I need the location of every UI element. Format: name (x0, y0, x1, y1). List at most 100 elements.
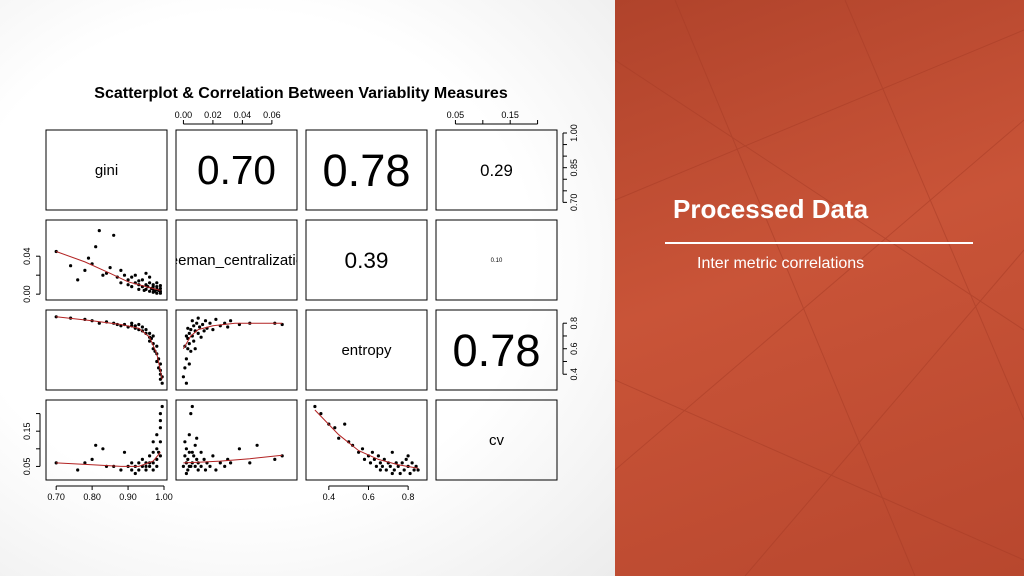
scatter-point (155, 457, 159, 461)
scatter-point (144, 464, 148, 468)
scatter-point (94, 443, 98, 447)
diagonal-label-freeman_centralization: freeman_centralization (161, 252, 313, 269)
scatter-point (101, 447, 105, 451)
scatter-point (376, 454, 380, 458)
scatter-point (384, 468, 388, 472)
scatter-point (137, 279, 141, 283)
scatter-point (137, 322, 141, 327)
scatter-point (148, 454, 152, 458)
scatter-point (378, 468, 382, 472)
scatter-point (186, 347, 190, 351)
scatter-point (133, 324, 137, 328)
scatter-point (97, 321, 101, 325)
panel-frame (175, 399, 298, 481)
scatter-point (126, 278, 130, 282)
panel-frame (435, 399, 558, 481)
scatter-point (196, 468, 200, 472)
panel-frame (175, 309, 298, 391)
tick-label: 0.70 (47, 492, 65, 502)
scatter-point (208, 464, 212, 468)
scatter-point (130, 468, 134, 472)
tick-label: 0.8 (569, 317, 579, 330)
tick-label: 0.04 (234, 110, 252, 120)
smooth-line (56, 451, 161, 467)
scatter-point (158, 377, 162, 381)
tick-label: 0.02 (204, 110, 222, 120)
scatter-point (189, 349, 193, 353)
scatter-point (189, 328, 193, 332)
scatter-point (151, 468, 155, 472)
scatter-point (112, 233, 116, 237)
scatter-point (198, 325, 202, 329)
panel-frame (435, 129, 558, 211)
scatter-point (151, 450, 155, 454)
scatter-point (201, 322, 205, 327)
scatter-point (186, 468, 190, 472)
panel-frame (175, 129, 298, 211)
scatter-point (148, 275, 152, 279)
scatter-point (226, 325, 230, 329)
scatter-point (148, 331, 152, 335)
scatter-point (273, 457, 277, 461)
diagonal-label-gini: gini (95, 162, 118, 179)
scatter-point (190, 450, 194, 454)
scatter-point (184, 357, 188, 361)
scatter-point (382, 457, 386, 461)
scatter-point (119, 468, 123, 472)
tick-label: 0.4 (569, 368, 579, 381)
scatter-point (184, 381, 188, 385)
scatter-point (360, 447, 365, 451)
panel-frame (305, 219, 428, 301)
tick-label: 0.15 (22, 422, 32, 440)
tick-label: 0.70 (569, 194, 579, 212)
scatter-point (184, 471, 188, 476)
correlation-value: 0.70 (197, 147, 276, 193)
scatter-point (187, 433, 191, 437)
scatter-point (155, 285, 159, 289)
panel-frame (45, 219, 168, 301)
scatter-point (133, 471, 137, 476)
scatter-point (151, 334, 155, 338)
scatter-point (137, 287, 141, 291)
scatter-point (195, 457, 199, 461)
scatter-point (140, 457, 144, 461)
scatter-point (218, 461, 222, 465)
scatter-point (130, 321, 134, 325)
scatter-point (148, 289, 152, 293)
scatter-point (313, 404, 317, 409)
scatter-point (140, 278, 144, 282)
tick-label: 0.4 (323, 492, 336, 502)
scatter-point (203, 319, 208, 323)
scatter-point (130, 461, 134, 465)
tick-label: 0.85 (569, 159, 579, 177)
scatter-point (202, 329, 206, 333)
scatter-point (392, 468, 396, 472)
scatter-point (142, 288, 146, 292)
scatter-point (187, 464, 191, 468)
diagonal-label-entropy: entropy (341, 342, 392, 359)
scatter-point (214, 468, 218, 472)
scatter-point (380, 464, 384, 468)
correlation-value: 0.78 (453, 325, 541, 376)
scatter-point (94, 245, 98, 249)
tick-label: 0.6 (569, 342, 579, 355)
scatter-point (158, 419, 162, 423)
panel-frame (45, 129, 168, 211)
scatter-point (388, 464, 392, 468)
scatter-point (237, 447, 241, 451)
scatter-point (203, 468, 208, 472)
scatter-point (390, 450, 394, 454)
smooth-line (314, 409, 419, 469)
scatter-point (398, 471, 402, 476)
scatter-point (372, 457, 376, 461)
scatter-point (153, 289, 157, 293)
scatter-point (76, 468, 80, 472)
scatter-point (223, 464, 227, 468)
tick-label: 0.15 (501, 110, 519, 120)
scatter-point (76, 278, 80, 282)
scatter-point (196, 331, 200, 335)
scatter-point (69, 264, 73, 268)
smooth-line (183, 454, 283, 464)
diagonal-label-cv: cv (489, 432, 505, 449)
scatter-point (412, 468, 416, 472)
